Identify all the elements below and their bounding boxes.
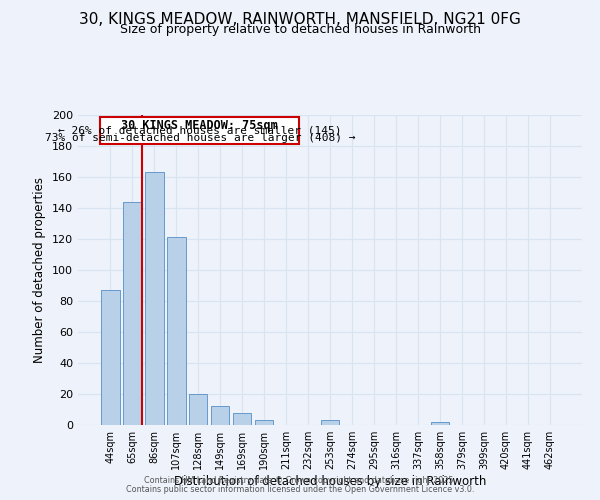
Text: 30, KINGS MEADOW, RAINWORTH, MANSFIELD, NG21 0FG: 30, KINGS MEADOW, RAINWORTH, MANSFIELD, … [79, 12, 521, 28]
Bar [167, 238, 185, 425]
Text: 30 KINGS MEADOW: 75sqm: 30 KINGS MEADOW: 75sqm [121, 119, 278, 132]
Bar [233, 412, 251, 425]
Bar [123, 202, 142, 425]
Bar [211, 406, 229, 425]
X-axis label: Distribution of detached houses by size in Rainworth: Distribution of detached houses by size … [174, 475, 486, 488]
Bar [255, 420, 274, 425]
Bar [101, 290, 119, 425]
FancyBboxPatch shape [100, 116, 299, 144]
Text: 73% of semi-detached houses are larger (408) →: 73% of semi-detached houses are larger (… [44, 133, 355, 143]
Text: ← 26% of detached houses are smaller (145): ← 26% of detached houses are smaller (14… [58, 126, 341, 136]
Bar [145, 172, 164, 425]
Bar [189, 394, 208, 425]
Text: Size of property relative to detached houses in Rainworth: Size of property relative to detached ho… [119, 22, 481, 36]
Text: Contains public sector information licensed under the Open Government Licence v3: Contains public sector information licen… [126, 485, 474, 494]
Bar [431, 422, 449, 425]
Bar [320, 420, 340, 425]
Text: Contains HM Land Registry data © Crown copyright and database right 2025.: Contains HM Land Registry data © Crown c… [144, 476, 456, 485]
Y-axis label: Number of detached properties: Number of detached properties [34, 177, 46, 363]
